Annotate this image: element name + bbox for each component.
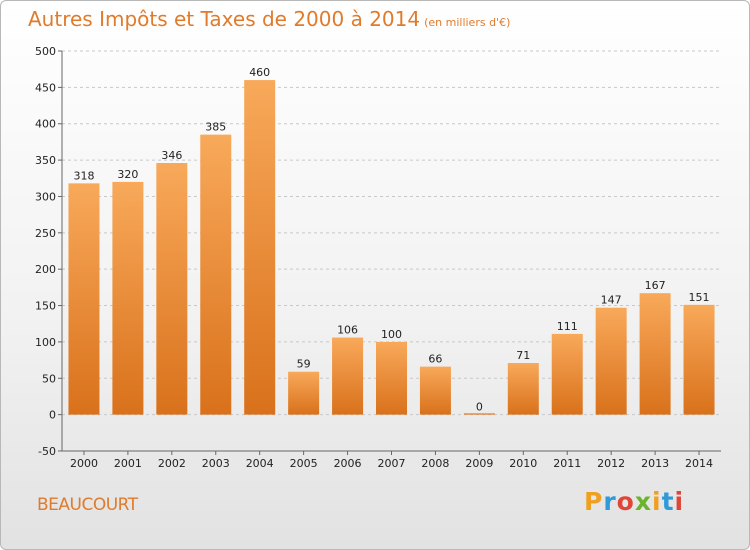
x-tick-label: 2001 <box>114 457 142 470</box>
bar <box>683 304 715 415</box>
data-label: 100 <box>381 328 402 341</box>
y-tick-label: 50 <box>42 372 56 385</box>
x-tick-label: 2013 <box>641 457 669 470</box>
data-label: 385 <box>205 121 226 134</box>
bar <box>376 341 407 415</box>
data-label: 147 <box>601 294 622 307</box>
bar <box>507 363 539 415</box>
y-tick-label: 0 <box>49 409 56 422</box>
bar <box>639 293 671 415</box>
bar <box>551 333 583 415</box>
data-label: 111 <box>557 320 578 333</box>
y-tick-label: 450 <box>35 81 56 94</box>
title-text: Autres Impôts et Taxes de 2000 à 2014 <box>28 7 421 31</box>
logo-letter: o <box>616 487 635 516</box>
data-label: 59 <box>297 358 311 371</box>
x-tick-label: 2008 <box>421 457 449 470</box>
proxiti-logo: Proxiti <box>584 487 684 516</box>
bar <box>463 413 495 415</box>
logo-letter: x <box>634 487 652 516</box>
logo-letter: i <box>674 487 685 516</box>
y-tick-label: 150 <box>35 300 56 313</box>
data-label: 460 <box>249 66 270 79</box>
y-tick-label: 250 <box>35 227 56 240</box>
bar <box>156 163 188 415</box>
bar <box>595 307 627 415</box>
data-label: 0 <box>476 401 483 414</box>
x-tick-label: 2002 <box>158 457 186 470</box>
y-tick-label: -50 <box>38 445 56 458</box>
data-label: 66 <box>428 353 442 366</box>
y-tick-label: 200 <box>35 263 56 276</box>
logo-letter: r <box>603 487 617 516</box>
x-tick-label: 2004 <box>246 457 274 470</box>
logo-letter: P <box>584 487 604 516</box>
bar <box>332 337 364 415</box>
x-tick-label: 2000 <box>70 457 98 470</box>
title-unit: (en milliers d'€) <box>424 16 511 29</box>
x-tick-label: 2003 <box>202 457 230 470</box>
data-label: 318 <box>73 169 94 182</box>
data-label: 167 <box>645 279 666 292</box>
bar <box>200 134 232 415</box>
logo-letter: i <box>652 487 662 516</box>
data-label: 320 <box>117 168 138 181</box>
y-tick-label: 350 <box>35 154 56 167</box>
chart-title: Autres Impôts et Taxes de 2000 à 2014 (en… <box>28 7 510 31</box>
bar <box>112 181 144 415</box>
data-label: 346 <box>161 149 182 162</box>
bar <box>288 371 320 415</box>
data-label: 151 <box>689 291 710 304</box>
x-tick-label: 2012 <box>597 457 625 470</box>
x-tick-label: 2005 <box>290 457 318 470</box>
bar <box>419 366 451 415</box>
y-tick-label: 100 <box>35 336 56 349</box>
logo-letter: t <box>661 487 675 516</box>
x-tick-label: 2006 <box>334 457 362 470</box>
bar <box>68 183 100 415</box>
data-label: 71 <box>516 349 530 362</box>
x-tick-label: 2009 <box>465 457 493 470</box>
y-tick-label: 400 <box>35 118 56 131</box>
x-tick-label: 2010 <box>509 457 537 470</box>
y-tick-label: 300 <box>35 190 56 203</box>
x-tick-label: 2011 <box>553 457 581 470</box>
y-tick-label: 500 <box>35 45 56 58</box>
town-name: BEAUCOURT <box>37 495 138 515</box>
x-tick-label: 2007 <box>378 457 406 470</box>
x-tick-label: 2014 <box>685 457 713 470</box>
data-label: 106 <box>337 324 358 337</box>
bar <box>244 80 276 415</box>
